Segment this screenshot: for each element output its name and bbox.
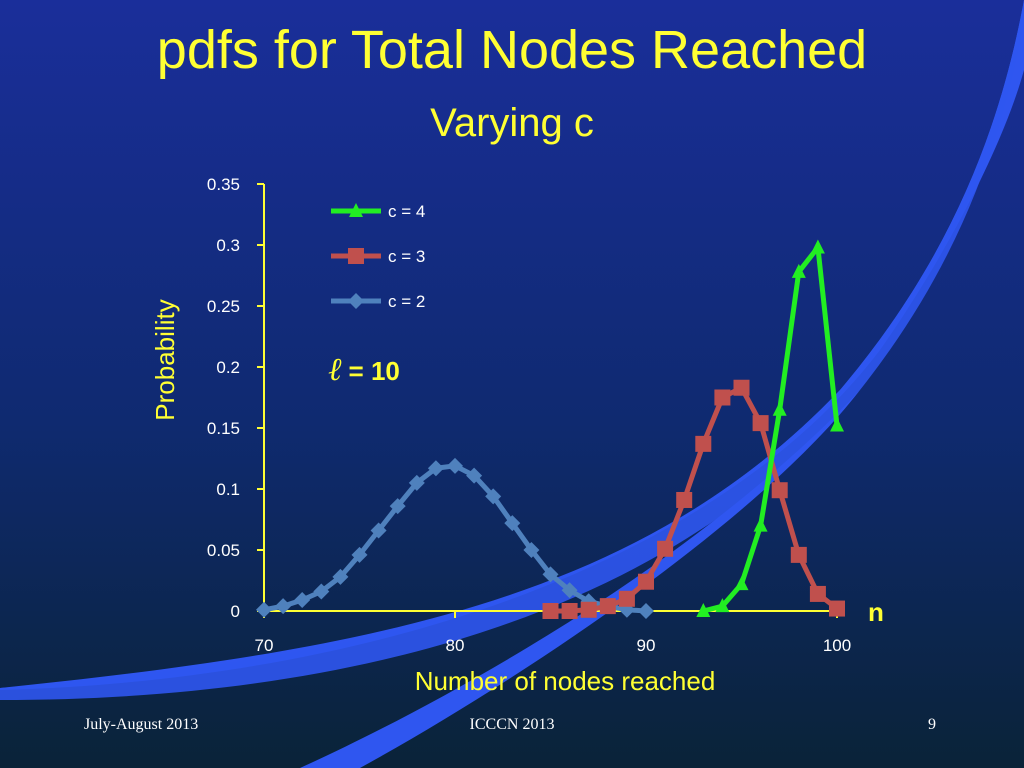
- data-point-diamond: [561, 582, 578, 599]
- data-point-diamond: [370, 522, 387, 539]
- data-point-triangle: [772, 401, 787, 416]
- data-point-square: [657, 540, 674, 557]
- axes-layer: 0 0.05 0.1 0.15 0.2 0.25 0.3 0.35 70 80 90 100: [207, 175, 851, 655]
- data-point-triangle: [753, 517, 768, 532]
- footer-conference: ICCCN 2013: [469, 716, 555, 733]
- legend-item: c = 2: [331, 292, 425, 311]
- data-point-diamond: [332, 568, 349, 585]
- data-point-square: [580, 601, 597, 618]
- y-tick-label: 0.2: [216, 358, 240, 377]
- annotation-symbol: ℓ: [328, 350, 342, 388]
- data-point-diamond: [294, 592, 311, 609]
- data-point-triangle: [830, 417, 844, 432]
- x-tick-label: 80: [446, 636, 465, 655]
- series-c-4: [696, 239, 844, 617]
- data-point-diamond: [427, 460, 444, 477]
- legend: c = 4 c = 3 c = 2: [331, 202, 425, 311]
- data-point-square: [676, 491, 693, 508]
- data-point-triangle: [810, 239, 825, 254]
- data-point-diamond: [348, 293, 364, 309]
- data-point-square: [618, 590, 635, 607]
- data-point-diamond: [485, 488, 502, 505]
- x-axis-suffix: n: [868, 597, 884, 627]
- series-line: [702, 244, 840, 614]
- x-tick-label: 90: [637, 636, 656, 655]
- footer-date: July-August 2013: [84, 716, 199, 733]
- annotation: ℓ = 10: [328, 350, 400, 388]
- data-point-triangle: [696, 603, 711, 617]
- data-point-square: [752, 415, 769, 432]
- data-point-diamond: [638, 603, 654, 619]
- data-point-square: [809, 585, 826, 602]
- data-point-triangle: [715, 598, 730, 613]
- data-point-square: [542, 603, 559, 619]
- legend-item: c = 3: [331, 247, 425, 266]
- y-tick-label: 0.25: [207, 297, 240, 316]
- data-point-triangle: [349, 203, 363, 217]
- data-point-diamond: [275, 598, 292, 615]
- y-axis-title: Probability: [150, 299, 180, 420]
- series-c-2: [256, 457, 654, 619]
- data-point-triangle: [791, 263, 806, 278]
- slide-subtitle: Varying c: [430, 101, 594, 145]
- data-point-diamond: [523, 542, 540, 558]
- data-point-square: [695, 435, 712, 452]
- data-point-square: [829, 600, 845, 617]
- data-point-diamond: [542, 566, 559, 583]
- y-tick-label: 0.15: [207, 419, 240, 438]
- data-point-square: [638, 573, 654, 590]
- data-point-diamond: [256, 601, 272, 618]
- data-point-diamond: [408, 474, 425, 491]
- data-point-square: [733, 379, 750, 396]
- data-point-square: [771, 482, 788, 499]
- page-number: 9: [928, 716, 936, 733]
- data-point-diamond: [389, 498, 406, 515]
- data-point-square: [714, 389, 731, 406]
- y-tick-label: 0.35: [207, 175, 240, 194]
- legend-item: c = 4: [331, 202, 425, 221]
- data-point-diamond: [504, 515, 521, 532]
- legend-label: c = 3: [388, 247, 425, 266]
- data-point-triangle: [734, 576, 749, 591]
- y-tick-label: 0.3: [216, 236, 240, 255]
- data-point-diamond: [351, 546, 368, 563]
- legend-label: c = 2: [388, 292, 425, 311]
- y-tick-label: 0.05: [207, 541, 240, 560]
- data-point-diamond: [466, 467, 483, 484]
- data-point-diamond: [447, 457, 463, 474]
- data-point-square: [348, 248, 364, 264]
- legend-label: c = 4: [388, 202, 425, 221]
- series-layer: [256, 239, 845, 619]
- y-tick-label: 0: [231, 602, 240, 621]
- series-c-3: [542, 379, 845, 619]
- y-tick-label: 0.1: [216, 480, 240, 499]
- slide-title: pdfs for Total Nodes Reached: [156, 20, 868, 80]
- series-line: [550, 385, 839, 614]
- x-tick-label: 70: [255, 636, 274, 655]
- annotation-text: = 10: [341, 356, 400, 386]
- x-axis-title: Number of nodes reached: [415, 666, 716, 696]
- data-point-diamond: [313, 583, 330, 600]
- data-point-square: [599, 598, 616, 615]
- x-tick-label: 100: [823, 636, 851, 655]
- data-point-square: [561, 603, 578, 619]
- data-point-square: [790, 546, 807, 563]
